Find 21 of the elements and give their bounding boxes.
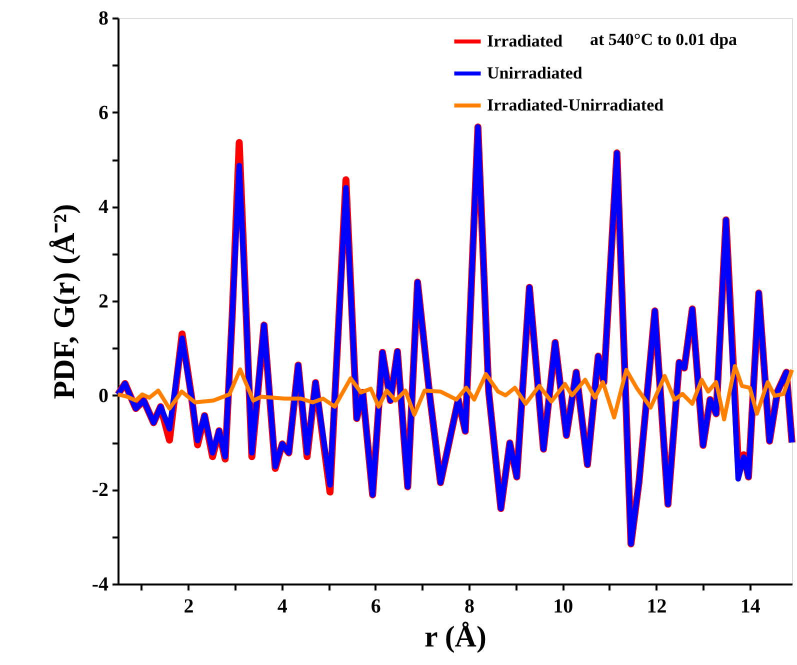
y-tick-label: 2: [98, 290, 108, 312]
y-tick-label: 6: [98, 102, 108, 124]
annotation: at 540°C to 0.01 dpa: [590, 30, 738, 49]
line-series: [116, 364, 794, 422]
x-tick-label: 10: [553, 596, 574, 618]
x-axis-title: r (Å): [424, 620, 486, 654]
y-tick-label: -2: [92, 479, 108, 502]
x-tick-label: 2: [184, 596, 194, 618]
y-tick-label: 4: [98, 196, 108, 218]
legend-label: Irradiated: [487, 32, 564, 50]
y-axis-title: PDF, G(r) (Å⁻²): [48, 204, 81, 400]
x-tick-label: 12: [646, 596, 667, 618]
legend-label: Unirradiated: [487, 64, 583, 82]
legend-label: Irradiated-Unirradiated: [487, 96, 664, 114]
y-tick-label: -4: [92, 574, 108, 596]
x-tick-label: 6: [370, 596, 381, 618]
x-tick-label: 4: [277, 596, 288, 618]
y-tick-label: 8: [98, 8, 108, 30]
x-tick-label: 8: [464, 596, 475, 618]
x-tick-label: 14: [740, 596, 760, 618]
y-tick-label: 0: [98, 384, 108, 407]
